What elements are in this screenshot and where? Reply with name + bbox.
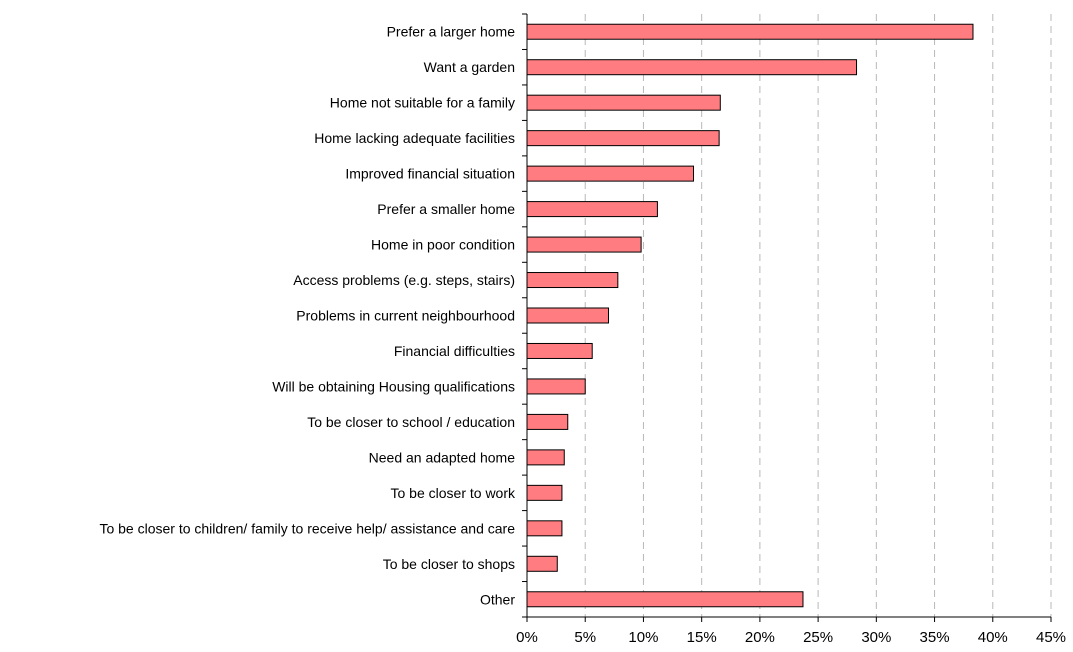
category-label-8: Problems in current neighbourhood xyxy=(296,308,515,324)
category-label-1: Want a garden xyxy=(424,59,515,75)
x-tick-label-6: 30% xyxy=(861,629,891,646)
category-label-2: Home not suitable for a family xyxy=(330,95,515,111)
bar-4 xyxy=(526,165,695,182)
category-label-12: Need an adapted home xyxy=(369,449,516,465)
x-tick-label-5: 25% xyxy=(803,629,833,646)
bar-13 xyxy=(526,484,563,501)
bar-5 xyxy=(526,201,658,218)
bar-9 xyxy=(526,342,593,359)
x-tick-label-3: 15% xyxy=(687,629,717,646)
category-label-4: Improved financial situation xyxy=(345,166,515,182)
x-tick-label-7: 35% xyxy=(920,629,950,646)
bar-3 xyxy=(526,130,720,147)
category-label-16: Other xyxy=(480,591,515,607)
bar-11 xyxy=(526,413,569,430)
gridlines xyxy=(584,14,1052,617)
x-tick-label-1: 5% xyxy=(574,629,596,646)
bar-2 xyxy=(526,94,721,111)
category-label-3: Home lacking adequate facilities xyxy=(314,130,515,146)
category-label-5: Prefer a smaller home xyxy=(377,201,515,217)
category-label-13: To be closer to work xyxy=(391,485,516,501)
x-tick-label-9: 45% xyxy=(1036,629,1066,646)
bar-0 xyxy=(526,23,974,40)
bar-1 xyxy=(526,59,858,76)
x-tick-label-8: 40% xyxy=(978,629,1008,646)
category-label-15: To be closer to shops xyxy=(383,556,515,572)
bar-10 xyxy=(526,378,586,395)
x-tick-labels: 0% 5% 10% 15% 20% 25% 30% 35% 40% 45% xyxy=(516,629,1066,646)
category-label-0: Prefer a larger home xyxy=(387,24,516,40)
bars xyxy=(526,23,974,608)
bar-15 xyxy=(526,555,558,572)
x-tick-label-0: 0% xyxy=(516,629,538,646)
category-label-9: Financial difficulties xyxy=(394,343,515,359)
category-labels: Prefer a larger home Want a garden Home no… xyxy=(99,24,516,608)
bar-16 xyxy=(526,591,804,608)
bar-12 xyxy=(526,449,565,466)
x-tick-label-4: 20% xyxy=(745,629,775,646)
bar-7 xyxy=(526,272,619,289)
axes xyxy=(522,13,1052,622)
x-tick-label-2: 10% xyxy=(628,629,658,646)
category-label-7: Access problems (e.g. steps, stairs) xyxy=(293,272,515,288)
bar-14 xyxy=(526,520,563,537)
category-label-10: Will be obtaining Housing qualifications xyxy=(272,378,515,394)
bar-8 xyxy=(526,307,610,324)
category-label-11: To be closer to school / education xyxy=(307,414,515,430)
category-label-6: Home in poor condition xyxy=(371,237,515,253)
bar-6 xyxy=(526,236,642,253)
category-label-14: To be closer to children/ family to rece… xyxy=(99,520,515,536)
